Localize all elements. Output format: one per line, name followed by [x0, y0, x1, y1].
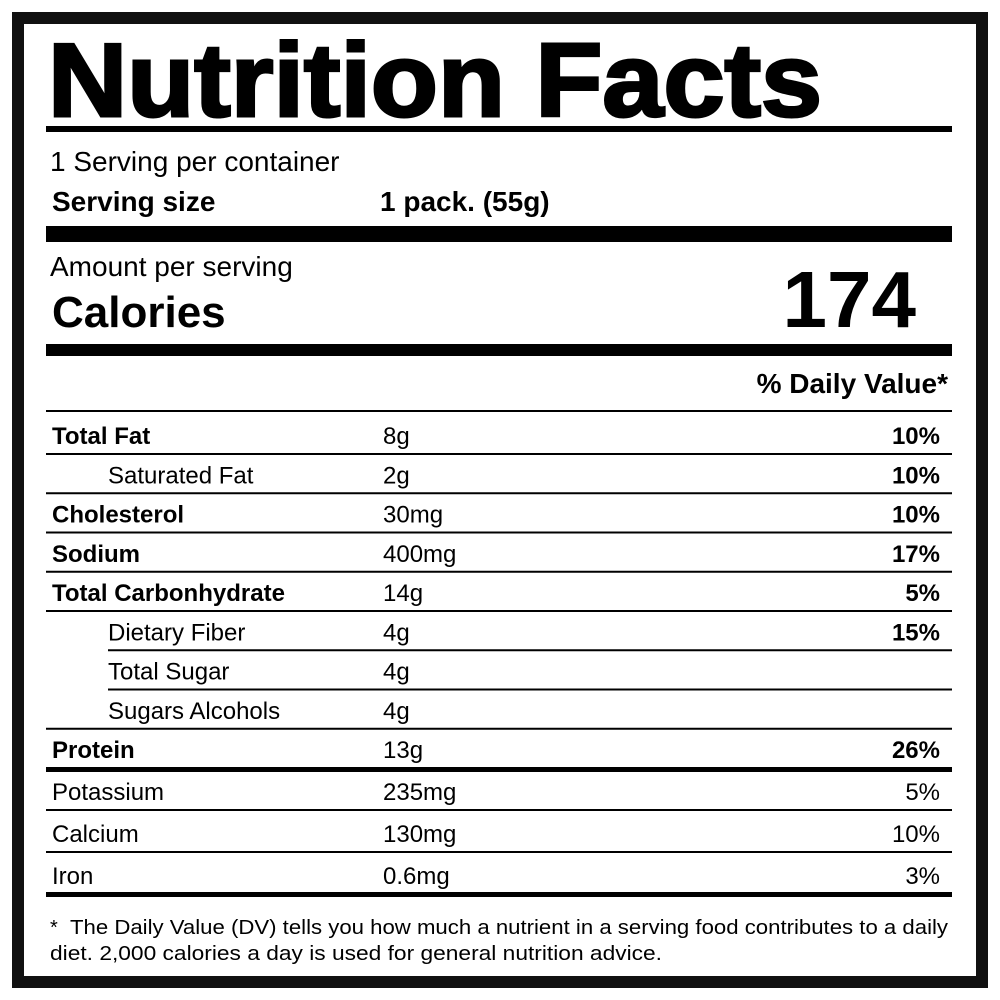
daily-value: 26% [892, 737, 940, 764]
daily-value: 10% [892, 423, 940, 450]
thick-rule [46, 226, 952, 242]
servings-per-container: 1 Serving per container [50, 146, 340, 177]
nutrient-name: Sodium [52, 541, 140, 568]
mineral-amount: 235mg [383, 779, 456, 806]
rule [46, 851, 952, 853]
thick-rule [46, 892, 952, 897]
nutrient-amount: 4g [383, 659, 410, 686]
mineral-amount: 130mg [383, 821, 456, 848]
daily-value: 10% [892, 821, 940, 848]
rule [46, 727, 952, 730]
rule [46, 453, 952, 455]
rule [46, 126, 952, 132]
daily-value: 5% [905, 580, 940, 607]
mineral-name: Calcium [52, 821, 139, 848]
nutrient-name: Cholesterol [52, 502, 184, 529]
sub-nutrient-name: Saturated Fat [108, 462, 254, 489]
daily-value: 10% [892, 462, 940, 489]
title: Nutrition Facts [48, 23, 822, 139]
nutrient-amount: 30mg [383, 502, 443, 529]
rule [108, 649, 952, 652]
thick-rule [46, 767, 952, 772]
rule [108, 688, 952, 691]
nutrient-amount: 14g [383, 580, 423, 607]
daily-value: 3% [905, 863, 940, 890]
daily-value: 17% [892, 541, 940, 568]
footnote-line: diet. 2,000 calories a day is used for g… [50, 943, 662, 965]
footnote-line: The Daily Value (DV) tells you how much … [70, 917, 948, 939]
amount-per-serving: Amount per serving [50, 251, 293, 282]
sub-nutrient-name: Dietary Fiber [108, 619, 245, 646]
nutrient-rows: Total Fat 8g 10% Saturated Fat 2g 10% Choleste… [46, 423, 952, 897]
rule [46, 531, 952, 534]
calories-value: 174 [783, 255, 917, 344]
border [12, 12, 988, 988]
rule [46, 410, 952, 412]
nutrient-amount: 2g [383, 462, 410, 489]
sub-nutrient-name: Sugars Alcohols [108, 698, 280, 725]
sub-nutrient-name: Total Sugar [108, 659, 229, 686]
nutrient-name: Total Fat [52, 423, 150, 450]
nutrient-amount: 4g [383, 619, 410, 646]
mineral-name: Iron [52, 863, 93, 890]
thick-rule [46, 344, 952, 356]
rule [46, 610, 952, 612]
mineral-amount: 0.6mg [383, 863, 450, 890]
daily-value: 15% [892, 619, 940, 646]
nutrient-amount: 13g [383, 737, 423, 764]
nutrient-amount: 8g [383, 423, 410, 450]
daily-value-header: % Daily Value* [757, 368, 949, 399]
footnote-marker: * [50, 917, 58, 939]
serving-size-label: Serving size [52, 186, 215, 217]
nutrient-amount: 400mg [383, 541, 456, 568]
rule [46, 809, 952, 811]
rule [46, 492, 952, 495]
daily-value: 10% [892, 502, 940, 529]
calories-label: Calories [52, 288, 226, 337]
serving-size-value: 1 pack. (55g) [380, 186, 550, 217]
nutrient-amount: 4g [383, 698, 410, 725]
nutrient-name: Total Carbonhydrate [52, 580, 285, 607]
mineral-name: Potassium [52, 779, 164, 806]
nutrient-name: Protein [52, 737, 135, 764]
daily-value: 5% [905, 779, 940, 806]
rule [46, 570, 952, 573]
